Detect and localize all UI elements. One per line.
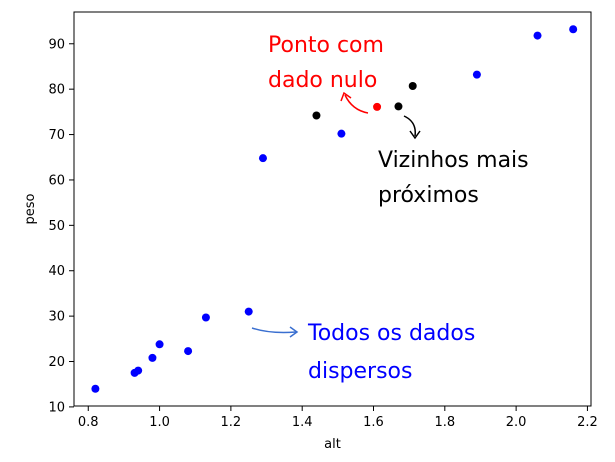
annotation-neighbors: Vizinhos mais próximos [378, 148, 536, 208]
annotation-neighbors-line-2: próximos [378, 183, 479, 208]
y-axis-label: peso [23, 193, 38, 224]
data-point [244, 307, 253, 316]
y-tick-label: 80 [48, 83, 65, 98]
x-tick-label: 1.6 [363, 415, 384, 430]
data-point [201, 313, 210, 322]
arrow-all-data [251, 326, 299, 338]
annotation-null-point: Ponto com dado nulo [268, 33, 391, 93]
data-point [134, 366, 143, 375]
annotation-all-line-1: Todos os dados [307, 321, 475, 346]
x-tick-label: 0.8 [78, 415, 99, 430]
arrow-neighbors [403, 115, 421, 140]
data-point [155, 340, 164, 349]
data-point [258, 154, 267, 163]
arrow-null-point [340, 91, 369, 114]
y-tick-label: 30 [48, 310, 65, 325]
data-point [394, 102, 403, 111]
data-point [373, 102, 382, 111]
data-point [337, 129, 346, 138]
axis-ticks: 0.8 1.0 1.2 1.4 1.6 1.8 2.0 2.2 10 20 30 40 50 60 70 80… [48, 37, 597, 430]
y-tick-label: 20 [48, 355, 65, 370]
x-tick-label: 1.2 [221, 415, 242, 430]
data-point [312, 111, 321, 120]
data-point [533, 31, 542, 40]
data-point [408, 81, 417, 90]
data-point [91, 384, 100, 393]
annotation-all-data: Todos os dados dispersos [307, 321, 482, 384]
data-point [569, 25, 578, 34]
y-tick-label: 50 [48, 219, 65, 234]
x-tick-label: 1.8 [434, 415, 455, 430]
y-tick-label: 10 [48, 400, 65, 415]
annotation-all-line-2: dispersos [308, 359, 412, 384]
y-tick-label: 70 [48, 128, 65, 143]
plot-frame [73, 11, 592, 407]
y-tick-label: 90 [48, 37, 65, 52]
data-point [184, 347, 193, 356]
data-points [91, 25, 578, 393]
annotation-null-line-1: Ponto com [268, 33, 384, 58]
x-tick-label: 1.4 [292, 415, 313, 430]
x-tick-label: 1.0 [149, 415, 170, 430]
x-axis-label: alt [324, 437, 341, 452]
x-tick-label: 2.2 [577, 415, 598, 430]
data-point [472, 70, 481, 79]
y-tick-label: 40 [48, 264, 65, 279]
x-tick-label: 2.0 [506, 415, 527, 430]
annotation-neighbors-line-1: Vizinhos mais [378, 148, 529, 173]
annotation-null-line-2: dado nulo [268, 68, 377, 93]
data-point [148, 353, 157, 362]
y-tick-label: 60 [48, 173, 65, 188]
